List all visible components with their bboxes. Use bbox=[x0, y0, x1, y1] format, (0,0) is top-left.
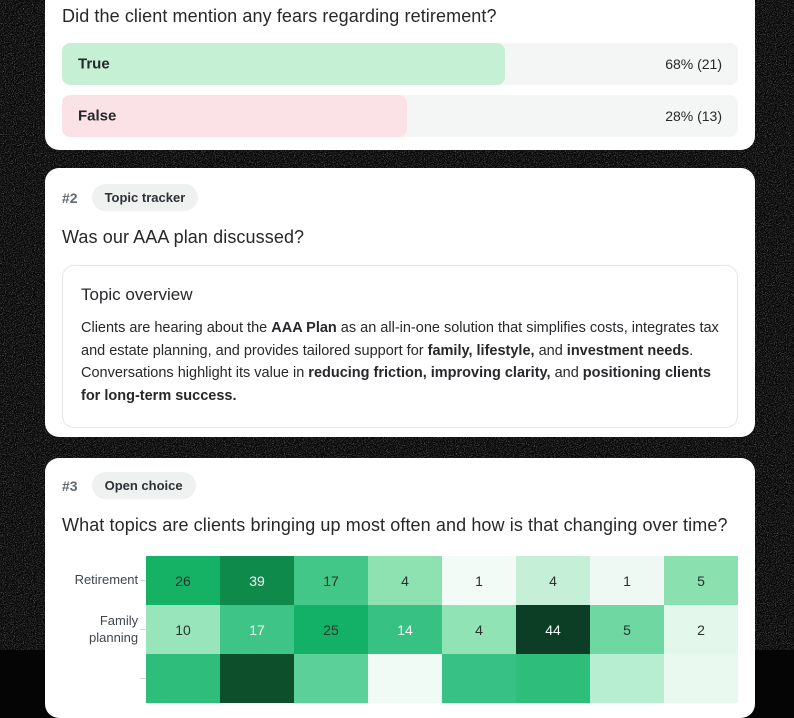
topic-overview-title: Topic overview bbox=[81, 285, 193, 304]
emphasized-text: reducing friction, improving clarity, bbox=[308, 365, 551, 382]
heatmap-cell[interactable]: 25 bbox=[294, 605, 368, 654]
heatmap-cell[interactable]: 2 bbox=[664, 605, 738, 654]
survey-results-page: Did the client mention any fears regardi… bbox=[45, 0, 755, 718]
heatmap-cell[interactable] bbox=[590, 654, 664, 703]
answer-label: False bbox=[78, 107, 117, 125]
question-number: #2 bbox=[62, 189, 78, 206]
question-card-open-choice: #3 Open choice What topics are clients b… bbox=[45, 458, 755, 718]
emphasized-text: investment needs bbox=[566, 342, 690, 359]
answer-bar-false[interactable]: False 28% (13) bbox=[62, 95, 738, 137]
heatmap-cell[interactable]: 10 bbox=[146, 605, 220, 654]
heatmap-row: Retirement 26 39 17 4 1 4 1 5 bbox=[62, 556, 738, 605]
question-title: What topics are clients bringing up most… bbox=[62, 515, 728, 535]
heatmap-cell[interactable] bbox=[146, 654, 220, 703]
question-card-fears: Did the client mention any fears regardi… bbox=[45, 0, 755, 150]
question-card-topic-tracker: #2 Topic tracker Was our AAA plan discus… bbox=[45, 168, 755, 437]
topics-heatmap: Retirement 26 39 17 4 1 4 1 5 Family planning 10 17… bbox=[62, 556, 738, 703]
plain-text: as an all-in-one solution that simplifie… bbox=[81, 320, 719, 359]
heatmap-cell[interactable]: 44 bbox=[516, 605, 590, 654]
heatmap-cell[interactable]: 1 bbox=[590, 556, 664, 605]
topic-overview-box: Topic overview Clients are hearing about… bbox=[62, 265, 738, 429]
emphasized-text: family, lifestyle, bbox=[427, 342, 535, 359]
axis-tick bbox=[140, 580, 146, 581]
emphasized-text: positioning clients for long-term succes… bbox=[81, 365, 711, 404]
heatmap-cell[interactable] bbox=[368, 654, 442, 703]
plain-text: . Conversations highlight its value in bbox=[81, 342, 694, 382]
answer-value: 68% (21) bbox=[665, 56, 722, 72]
heatmap-row bbox=[62, 654, 738, 703]
heatmap-cell[interactable]: 5 bbox=[590, 605, 664, 654]
heatmap-row-label: Family planning bbox=[88, 613, 139, 645]
plain-text: and bbox=[550, 365, 583, 382]
heatmap-cell[interactable]: 26 bbox=[146, 556, 220, 605]
heatmap-cell[interactable]: 14 bbox=[368, 605, 442, 654]
question-number: #3 bbox=[62, 477, 78, 494]
heatmap-cell[interactable]: 17 bbox=[294, 556, 368, 605]
answer-value: 28% (13) bbox=[665, 108, 722, 124]
plain-text: Clients are hearing about the bbox=[81, 320, 272, 336]
answer-bar-fill bbox=[62, 43, 505, 85]
heatmap-cell[interactable] bbox=[516, 654, 590, 703]
heatmap-cells: 10 17 25 14 4 44 5 2 bbox=[146, 605, 738, 654]
plain-text: and bbox=[534, 342, 567, 359]
heatmap-row-label: Retirement bbox=[74, 572, 139, 588]
answer-bars: True 68% (21) False 28% (13) bbox=[62, 43, 738, 137]
answer-label: True bbox=[78, 55, 110, 73]
heatmap-cell[interactable]: 39 bbox=[220, 556, 294, 605]
answer-bar-fill bbox=[62, 95, 407, 137]
axis-tick bbox=[140, 629, 146, 630]
question-type-badge: Open choice bbox=[91, 472, 196, 499]
heatmap-row-label bbox=[62, 654, 140, 703]
card-header: #2 Topic tracker bbox=[62, 184, 738, 211]
heatmap-cell[interactable] bbox=[442, 654, 516, 703]
heatmap-cell[interactable] bbox=[220, 654, 294, 703]
heatmap-cell[interactable]: 4 bbox=[368, 556, 442, 605]
question-title: Was our AAA plan discussed? bbox=[62, 227, 305, 247]
heatmap-cell[interactable]: 5 bbox=[664, 556, 738, 605]
heatmap-cell[interactable]: 4 bbox=[442, 605, 516, 654]
heatmap-cell[interactable] bbox=[294, 654, 368, 703]
heatmap-cells: 26 39 17 4 1 4 1 5 bbox=[146, 556, 738, 605]
heatmap-cells bbox=[146, 654, 738, 703]
question-type-badge: Topic tracker bbox=[91, 184, 199, 211]
heatmap-cell[interactable]: 1 bbox=[442, 556, 516, 605]
heatmap-cell[interactable]: 17 bbox=[220, 605, 294, 654]
question-title: Did the client mention any fears regardi… bbox=[62, 6, 497, 26]
topic-overview-text: Clients are hearing about the AAA Plan a… bbox=[81, 317, 719, 407]
heatmap-cell[interactable] bbox=[664, 654, 738, 703]
heatmap-cell[interactable]: 4 bbox=[516, 556, 590, 605]
answer-bar-true[interactable]: True 68% (21) bbox=[62, 43, 738, 85]
card-header: #3 Open choice bbox=[62, 472, 738, 499]
emphasized-text: AAA Plan bbox=[271, 320, 337, 336]
heatmap-row: Family planning 10 17 25 14 4 44 5 2 bbox=[62, 605, 738, 654]
